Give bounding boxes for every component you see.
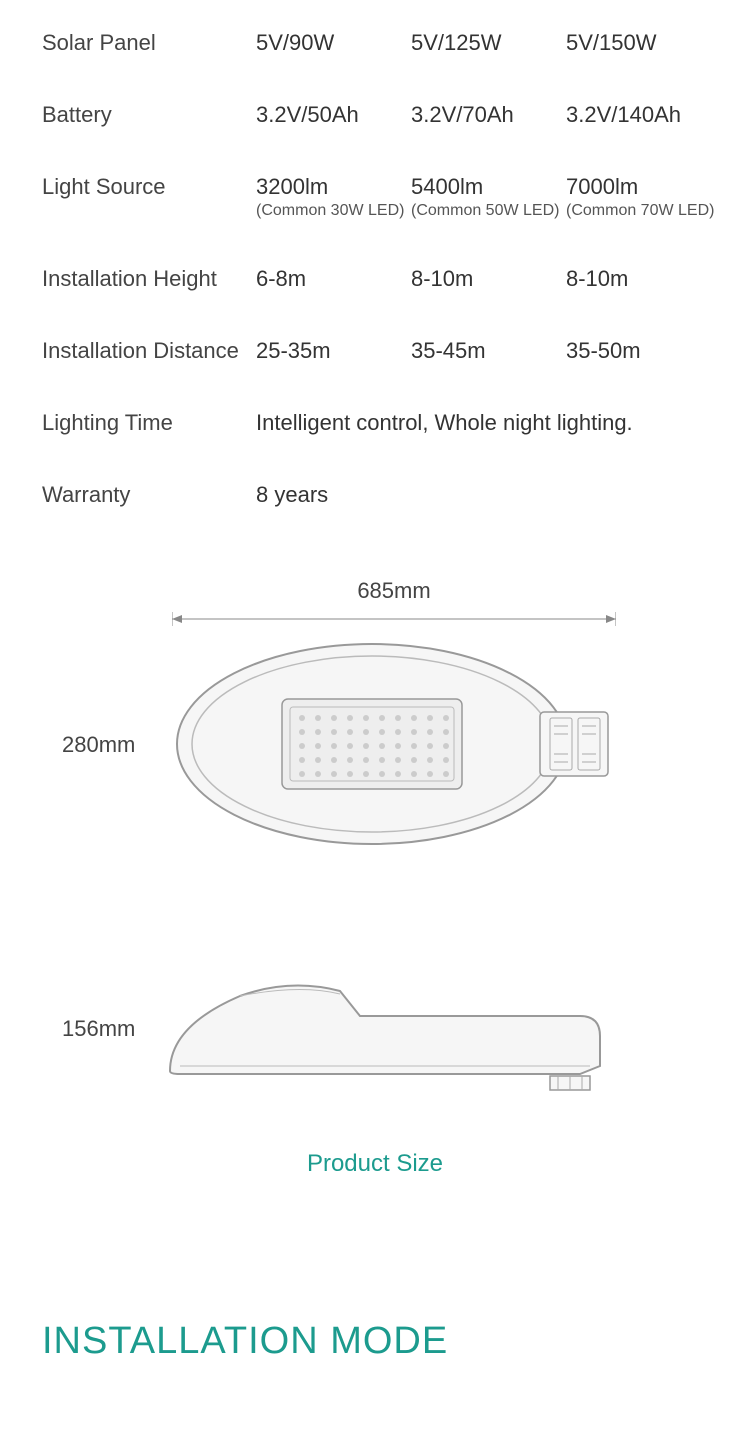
cell: 6-8m [256, 266, 411, 292]
cell: 8-10m [411, 266, 566, 292]
label-solar-panel: Solar Panel [42, 30, 256, 56]
light-main: 7000lm [566, 174, 721, 200]
row-install-height: Installation Height 6-8m 8-10m 8-10m [42, 266, 708, 292]
dimension-depth: 280mm [62, 732, 135, 758]
row-lighting-time: Lighting Time Intelligent control, Whole… [42, 410, 708, 436]
cell: 3.2V/140Ah [566, 102, 721, 128]
label-install-height: Installation Height [42, 266, 256, 292]
light-sub: (Common 50W LED) [411, 202, 566, 220]
label-lighting-time: Lighting Time [42, 410, 256, 436]
cell: 3.2V/50Ah [256, 102, 411, 128]
spec-table: Solar Panel 5V/90W 5V/125W 5V/150W Batte… [0, 0, 750, 508]
light-main: 3200lm [256, 174, 411, 200]
cell: 5V/90W [256, 30, 411, 56]
light-sub: (Common 30W LED) [256, 202, 411, 220]
lamp-top-view [172, 634, 616, 854]
cell: 7000lm (Common 70W LED) [566, 174, 721, 220]
row-light-source: Light Source 3200lm (Common 30W LED) 540… [42, 174, 708, 220]
cell: 3200lm (Common 30W LED) [256, 174, 411, 220]
row-battery: Battery 3.2V/50Ah 3.2V/70Ah 3.2V/140Ah [42, 102, 708, 128]
cell: 8-10m [566, 266, 721, 292]
cell: 5V/150W [566, 30, 721, 56]
lamp-side-view [160, 966, 616, 1096]
label-install-distance: Installation Distance [42, 338, 256, 364]
label-light-source: Light Source [42, 174, 256, 200]
cell: 5V/125W [411, 30, 566, 56]
cell: 3.2V/70Ah [411, 102, 566, 128]
light-main: 5400lm [411, 174, 566, 200]
row-warranty: Warranty 8 years [42, 482, 708, 508]
label-warranty: Warranty [42, 482, 256, 508]
row-solar-panel: Solar Panel 5V/90W 5V/125W 5V/150W [42, 30, 708, 56]
cell: 8 years [256, 482, 328, 508]
installation-mode-heading: INSTALLATION MODE [42, 1320, 448, 1363]
cell: 35-45m [411, 338, 566, 364]
cell: Intelligent control, Whole night lightin… [256, 410, 633, 436]
cell: 5400lm (Common 50W LED) [411, 174, 566, 220]
label-battery: Battery [42, 102, 256, 128]
product-size-label: Product Size [0, 1150, 750, 1178]
dimension-width: 685mm [172, 578, 616, 604]
dimension-height: 156mm [62, 1016, 135, 1042]
product-diagram: 685mm 280mm 156m [0, 568, 750, 1168]
cell: 35-50m [566, 338, 721, 364]
light-sub: (Common 70W LED) [566, 202, 721, 220]
cell: 25-35m [256, 338, 411, 364]
dimension-width-line [172, 612, 616, 626]
row-install-distance: Installation Distance 25-35m 35-45m 35-5… [42, 338, 708, 364]
